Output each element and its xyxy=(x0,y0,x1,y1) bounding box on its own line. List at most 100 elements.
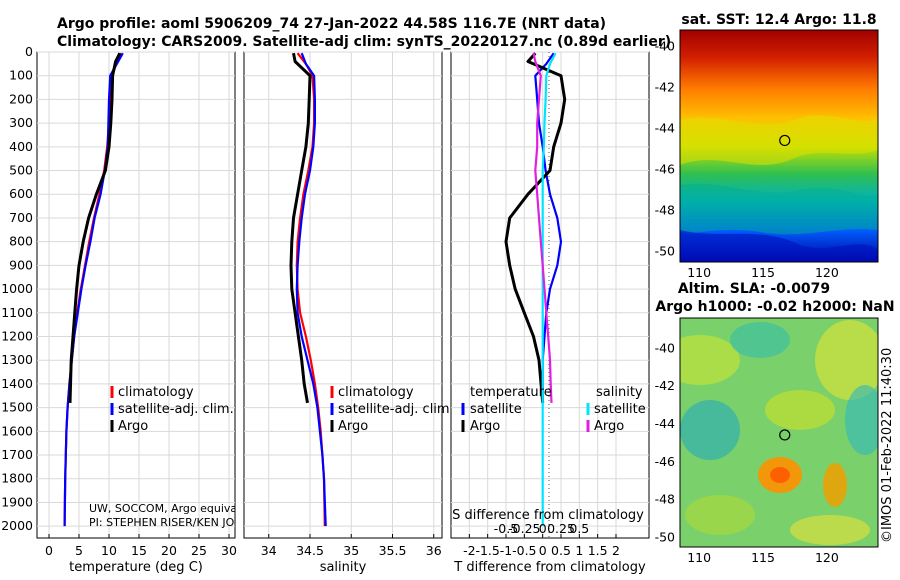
lon-tick-label: 115 xyxy=(751,550,775,565)
s-tick-label: -0.25 xyxy=(508,521,540,536)
x-tick-label: 35 xyxy=(343,543,359,558)
temperature-xlabel: temperature (deg C) xyxy=(69,560,203,575)
argo-position-marker xyxy=(779,134,791,147)
x-tick-label: 0 xyxy=(539,543,547,558)
legend-label-climatology: climatology xyxy=(118,385,194,400)
legend-label-satellite: satellite-adj. clim. xyxy=(118,402,234,417)
sla-map-tick-labels: 110 115 120 -40 -42 -44 -46 -48 -50 xyxy=(655,340,839,565)
series-line-temperature-argo xyxy=(504,52,567,404)
x-tick-label: 34.5 xyxy=(296,543,324,558)
lat-tick-label: -44 xyxy=(655,121,675,136)
sst-front-band xyxy=(680,115,878,165)
x-tick-label: 0 xyxy=(45,543,53,558)
sla-map-title-line1: Altim. SLA: -0.0079 xyxy=(678,281,830,297)
series-line-argo xyxy=(289,52,312,404)
legend-label-satellite: satellite-adj. clim. xyxy=(338,402,454,417)
series-line-argo xyxy=(68,52,122,403)
x-tick-label: -1 xyxy=(500,543,512,558)
series-line-temperature-satellite xyxy=(534,52,563,403)
x-tick-label: -0.5 xyxy=(512,543,536,558)
s-difference-xlabel: S difference from climatology xyxy=(452,508,644,523)
sla-map-frame xyxy=(679,317,879,548)
x-tick-label: 20 xyxy=(161,543,177,558)
legend-label-s-satellite: satellite xyxy=(594,402,646,417)
lat-tick-label: -46 xyxy=(655,454,675,469)
legend-title-temperature: temperature xyxy=(470,385,552,400)
lat-tick-label: -48 xyxy=(655,492,675,507)
y-tick-label: 200 xyxy=(9,91,33,106)
s-tick-label: 0.5 xyxy=(569,521,589,536)
salinity-tick-labels: 34 34.5 35 35.5 36 xyxy=(261,543,442,558)
lat-tick-label: -50 xyxy=(655,244,675,259)
s-tick-label: 0 xyxy=(539,521,547,536)
difference-series xyxy=(504,52,567,527)
difference-legend: temperature salinity satellite Argo sate… xyxy=(461,385,646,434)
legend-title-salinity: salinity xyxy=(596,385,643,400)
salinity-xlabel: salinity xyxy=(320,560,367,575)
y-tick-label: 1200 xyxy=(1,328,33,343)
y-tick-label: 100 xyxy=(9,68,33,83)
y-tick-label: 1900 xyxy=(1,494,33,509)
imos-timestamp: ©IMOS 01-Feb-2022 11:40:30 xyxy=(880,348,895,543)
legend-label-s-argo: Argo xyxy=(594,419,624,434)
x-tick-label: 1.5 xyxy=(588,543,608,558)
salinity-grid xyxy=(244,51,442,538)
sst-cold-band xyxy=(680,183,878,235)
argo-position-marker xyxy=(779,429,791,441)
temperature-legend: climatology satellite-adj. clim. Argo xyxy=(110,385,234,434)
x-tick-label: 36 xyxy=(426,543,442,558)
depth-tick-labels: 0 100 200 300 400 500 600 700 800 900 1000 1100 1200… xyxy=(1,44,33,533)
lat-tick-label: -42 xyxy=(655,79,675,94)
lat-tick-label: -46 xyxy=(655,162,675,177)
lat-tick-label: -50 xyxy=(655,530,675,545)
y-tick-label: 2000 xyxy=(1,518,33,533)
x-tick-label: -1.5 xyxy=(475,543,499,558)
x-tick-label: 10 xyxy=(101,543,117,558)
lat-tick-label: -44 xyxy=(655,416,675,431)
x-tick-label: 15 xyxy=(131,543,147,558)
y-tick-label: 300 xyxy=(9,115,33,130)
s-tick-label: -0.5 xyxy=(494,521,518,536)
difference-panel: -2 -1.5 -1 -0.5 0 0.5 1 1.5 2 T difference from … xyxy=(450,51,650,575)
x-tick-label: 34 xyxy=(261,543,277,558)
y-tick-label: 1100 xyxy=(1,305,33,320)
temperature-series xyxy=(63,52,124,527)
lon-tick-label: 110 xyxy=(687,550,711,565)
x-tick-label: 25 xyxy=(191,543,207,558)
y-tick-label: 900 xyxy=(9,257,33,272)
lat-tick-label: -42 xyxy=(655,378,675,393)
sst-map-frame xyxy=(679,29,879,263)
s-difference-tick-labels: -0.5-0.250 0.250.5 xyxy=(494,521,589,536)
legend-label-argo: Argo xyxy=(118,419,148,434)
y-tick-label: 600 xyxy=(9,186,33,201)
sst-map-panel: sat. SST: 12.4 Argo: 11.8 110 115 120 -40 -4… xyxy=(655,12,879,280)
x-tick-label: 5 xyxy=(75,543,83,558)
salinity-legend: climatology satellite-adj. clim. Argo xyxy=(330,385,454,434)
legend-label-argo: Argo xyxy=(338,419,368,434)
temperature-grid xyxy=(37,51,235,538)
t-difference-xlabel: T difference from climatology xyxy=(453,560,646,575)
lat-tick-label: -40 xyxy=(655,340,675,355)
s-tick-label: 0.25 xyxy=(547,521,575,536)
sst-map-title: sat. SST: 12.4 Argo: 11.8 xyxy=(681,12,876,28)
t-difference-tick-labels: -2 -1.5 -1 -0.5 0 0.5 1 1.5 2 xyxy=(463,543,620,558)
legend-label-t-satellite: satellite xyxy=(470,402,522,417)
series-line-salinity-argo xyxy=(532,52,553,403)
y-tick-label: 1000 xyxy=(1,281,33,296)
y-tick-label: 1500 xyxy=(1,400,33,415)
y-tick-label: 700 xyxy=(9,210,33,225)
lon-tick-label: 120 xyxy=(815,550,839,565)
x-tick-label: 1 xyxy=(575,543,583,558)
lon-tick-label: 120 xyxy=(815,265,839,280)
legend-label-climatology: climatology xyxy=(338,385,414,400)
sla-map-panel: Altim. SLA: -0.0079 Argo h1000: -0.02 h2… xyxy=(655,281,895,565)
float-pi-note: PI: STEPHEN RISER/KEN JOHN xyxy=(89,516,251,529)
x-tick-label: 35.5 xyxy=(379,543,407,558)
y-tick-label: 1600 xyxy=(1,423,33,438)
series-line-satellite-adj-clim- xyxy=(295,52,327,527)
lon-tick-label: 115 xyxy=(751,265,775,280)
y-tick-label: 500 xyxy=(9,163,33,178)
y-tick-label: 1700 xyxy=(1,447,33,462)
x-tick-label: 30 xyxy=(221,543,237,558)
